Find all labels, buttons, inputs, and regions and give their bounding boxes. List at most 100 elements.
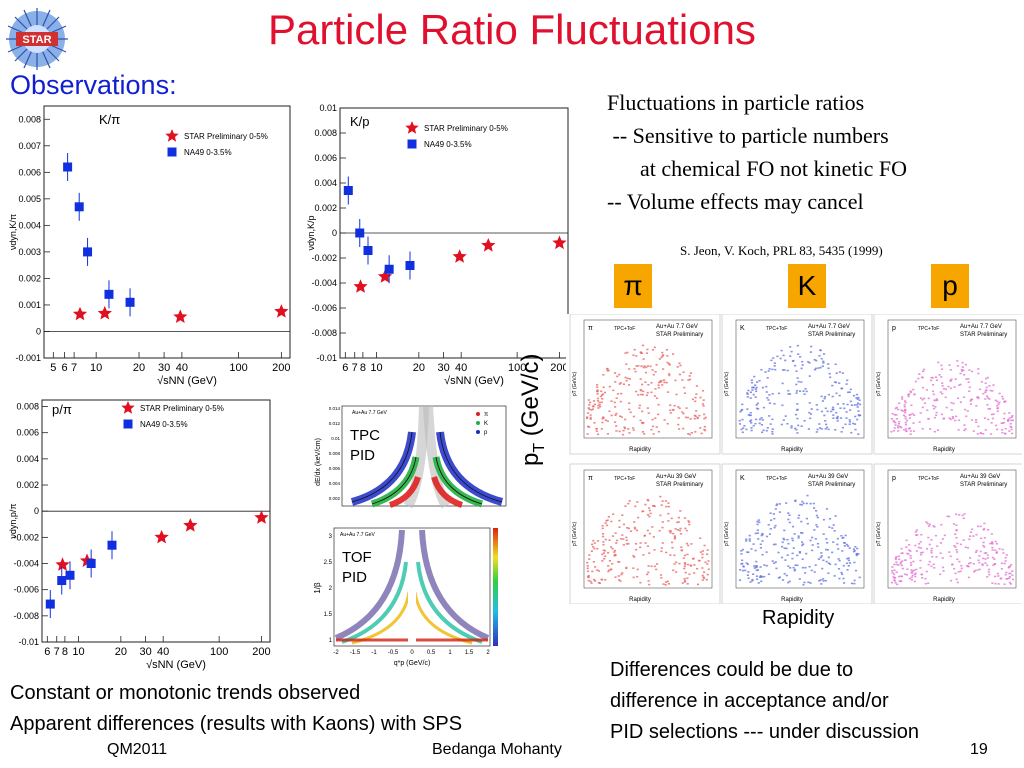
acc-point [620,538,623,540]
acc-point [843,545,846,547]
acc-point [611,547,614,550]
acc-point [806,494,809,497]
acc-point [801,544,804,547]
acc-point [655,426,658,428]
acc-point [644,371,648,374]
acc-point [960,567,963,570]
acc-point [796,408,799,411]
acc-point [748,414,752,417]
acc-point [804,572,807,574]
acc-point [819,427,822,429]
acc-point [596,386,599,388]
acc-point [915,550,918,552]
acc-point [981,563,984,565]
acc-point [987,568,991,571]
acc-point [828,372,831,375]
acc-point [692,557,695,560]
acc-point [815,359,818,362]
acc-point [832,417,835,419]
acc-point [842,564,845,567]
panel-energy: Au+Au 7.7 GeV [808,324,850,330]
acc-point [642,421,645,424]
acc-point [987,397,990,399]
acc-point [992,384,995,386]
data-point-square [74,202,84,212]
acc-point [816,542,820,545]
acc-point [994,549,997,552]
tof-header: Au+Au 7.7 GeV [340,532,376,538]
acc-point [830,410,833,413]
acc-point [661,500,664,502]
acc-point [966,565,969,567]
acc-point [800,532,803,534]
acc-point [936,545,939,547]
acc-point [629,411,632,414]
acc-point [705,578,708,581]
acc-point [852,394,855,397]
acc-point [847,559,850,562]
acc-point [756,520,759,523]
acc-point [788,514,791,516]
acc-point [998,392,1001,395]
acc-point [835,372,838,374]
acc-point [678,562,681,565]
acc-point [895,561,898,563]
acc-point [696,583,700,586]
acc-point [750,422,753,424]
acc-point [618,373,621,376]
acc-point [627,428,630,430]
acc-point [930,539,933,541]
acc-point [646,573,649,576]
panel-method: TPC+ToF [766,476,787,482]
acc-point [783,547,786,549]
acc-point [1009,425,1012,428]
acc-point [949,418,952,421]
acc-point [678,373,681,376]
acc-point [620,573,623,576]
acc-point [813,507,816,509]
acc-point [949,369,952,371]
acc-point [959,401,962,403]
acc-point [934,376,937,378]
acc-point [982,541,985,544]
acc-point [844,423,847,426]
acc-point [948,364,951,366]
acc-point [653,346,656,349]
right-text-line-3: at chemical FO not kinetic FO [607,156,907,181]
panel-prelim: STAR Preliminary [656,482,703,488]
acc-point [778,392,781,395]
acc-point [657,403,660,406]
acc-point [592,539,595,542]
acc-point [1001,395,1004,398]
acc-point [846,403,849,406]
acc-point [959,570,962,573]
acc-point [764,371,767,373]
acc-point [646,498,649,501]
acc-point [771,368,774,371]
acc-point [693,417,696,420]
acc-point [769,423,772,425]
acc-point [751,389,754,391]
x-tick-label: 40 [455,362,467,374]
acc-point [897,564,900,566]
acc-point [703,417,706,420]
acc-point [890,581,893,584]
data-point-square [343,186,353,195]
acc-point [781,545,784,548]
acc-point [994,540,997,543]
acc-point [829,376,832,379]
acc-point [825,548,828,551]
acc-point [789,567,792,569]
acc-point [701,579,704,581]
acc-point [908,417,911,419]
acc-point [647,499,650,502]
acc-point [756,523,759,526]
acc-point [893,569,896,571]
acc-point [597,407,600,409]
acc-point [983,417,987,419]
acc-point [970,398,974,401]
acc-point [933,526,936,528]
acc-point [748,534,751,537]
acc-point [760,580,763,583]
